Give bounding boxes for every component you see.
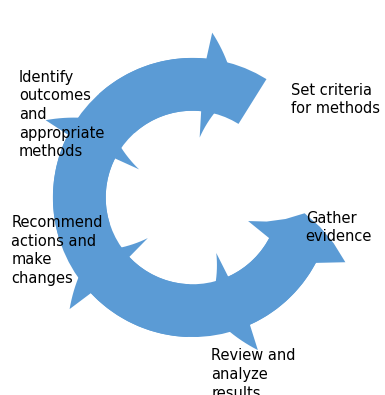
Polygon shape: [208, 224, 325, 350]
Text: Recommend
actions and
make
changes: Recommend actions and make changes: [12, 215, 103, 286]
Text: Gather
evidence: Gather evidence: [306, 211, 372, 245]
Polygon shape: [70, 238, 189, 337]
Text: Set criteria
for methods: Set criteria for methods: [291, 83, 380, 116]
Polygon shape: [53, 58, 345, 337]
Text: Review and
analyze
results: Review and analyze results: [211, 348, 296, 395]
Polygon shape: [45, 118, 139, 241]
Polygon shape: [99, 33, 235, 137]
Text: Identify
outcomes
and
appropriate
methods: Identify outcomes and appropriate method…: [19, 70, 104, 159]
